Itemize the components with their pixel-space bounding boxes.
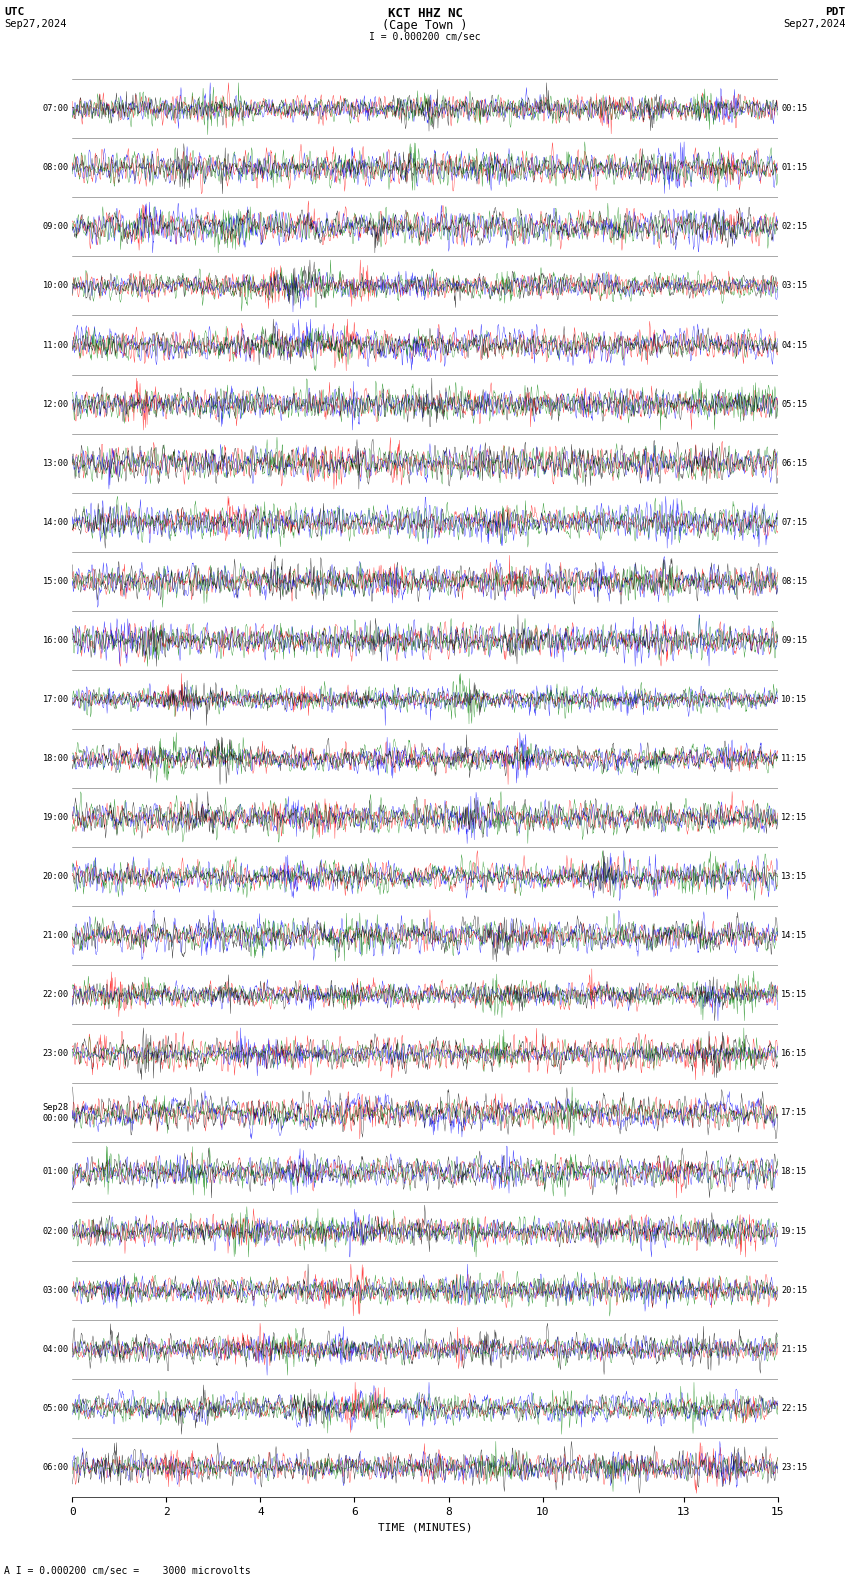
Text: 06:15: 06:15 xyxy=(781,459,807,467)
Text: 09:15: 09:15 xyxy=(781,635,807,645)
Text: 19:15: 19:15 xyxy=(781,1226,807,1236)
Text: 12:15: 12:15 xyxy=(781,813,807,822)
Text: 23:15: 23:15 xyxy=(781,1464,807,1472)
Text: 16:15: 16:15 xyxy=(781,1049,807,1058)
Text: Sep27,2024: Sep27,2024 xyxy=(783,19,846,29)
Text: 05:15: 05:15 xyxy=(781,399,807,409)
Text: 04:15: 04:15 xyxy=(781,341,807,350)
Text: 09:00: 09:00 xyxy=(42,222,69,231)
Text: 16:00: 16:00 xyxy=(42,635,69,645)
Text: 20:00: 20:00 xyxy=(42,873,69,881)
Text: 17:15: 17:15 xyxy=(781,1109,807,1117)
Text: 18:15: 18:15 xyxy=(781,1167,807,1177)
Text: 00:15: 00:15 xyxy=(781,105,807,112)
Text: Sep27,2024: Sep27,2024 xyxy=(4,19,67,29)
Text: I = 0.000200 cm/sec: I = 0.000200 cm/sec xyxy=(369,32,481,43)
Text: 01:00: 01:00 xyxy=(42,1167,69,1177)
Text: 02:15: 02:15 xyxy=(781,222,807,231)
Text: 03:15: 03:15 xyxy=(781,282,807,290)
Text: 21:15: 21:15 xyxy=(781,1345,807,1354)
Text: (Cape Town ): (Cape Town ) xyxy=(382,19,468,32)
Text: 19:00: 19:00 xyxy=(42,813,69,822)
Text: 10:15: 10:15 xyxy=(781,695,807,703)
Text: 03:00: 03:00 xyxy=(42,1286,69,1294)
Text: 11:00: 11:00 xyxy=(42,341,69,350)
Text: 14:00: 14:00 xyxy=(42,518,69,527)
Text: 13:00: 13:00 xyxy=(42,459,69,467)
Text: 07:00: 07:00 xyxy=(42,105,69,112)
Text: 08:15: 08:15 xyxy=(781,577,807,586)
Text: 15:00: 15:00 xyxy=(42,577,69,586)
Text: 15:15: 15:15 xyxy=(781,990,807,1000)
Text: 02:00: 02:00 xyxy=(42,1226,69,1236)
Text: 08:00: 08:00 xyxy=(42,163,69,173)
Text: 23:00: 23:00 xyxy=(42,1049,69,1058)
Text: 14:15: 14:15 xyxy=(781,931,807,941)
Text: 07:15: 07:15 xyxy=(781,518,807,527)
Text: A I = 0.000200 cm/sec =    3000 microvolts: A I = 0.000200 cm/sec = 3000 microvolts xyxy=(4,1567,251,1576)
Text: 22:00: 22:00 xyxy=(42,990,69,1000)
Text: 01:15: 01:15 xyxy=(781,163,807,173)
Text: Sep28
00:00: Sep28 00:00 xyxy=(42,1102,69,1123)
Text: 17:00: 17:00 xyxy=(42,695,69,703)
X-axis label: TIME (MINUTES): TIME (MINUTES) xyxy=(377,1522,473,1532)
Text: 22:15: 22:15 xyxy=(781,1403,807,1413)
Text: 11:15: 11:15 xyxy=(781,754,807,763)
Text: UTC: UTC xyxy=(4,6,25,17)
Text: 13:15: 13:15 xyxy=(781,873,807,881)
Text: PDT: PDT xyxy=(825,6,846,17)
Text: 05:00: 05:00 xyxy=(42,1403,69,1413)
Text: 10:00: 10:00 xyxy=(42,282,69,290)
Text: 12:00: 12:00 xyxy=(42,399,69,409)
Text: 04:00: 04:00 xyxy=(42,1345,69,1354)
Text: 20:15: 20:15 xyxy=(781,1286,807,1294)
Text: KCT HHZ NC: KCT HHZ NC xyxy=(388,6,462,21)
Text: 18:00: 18:00 xyxy=(42,754,69,763)
Text: 06:00: 06:00 xyxy=(42,1464,69,1472)
Text: 21:00: 21:00 xyxy=(42,931,69,941)
